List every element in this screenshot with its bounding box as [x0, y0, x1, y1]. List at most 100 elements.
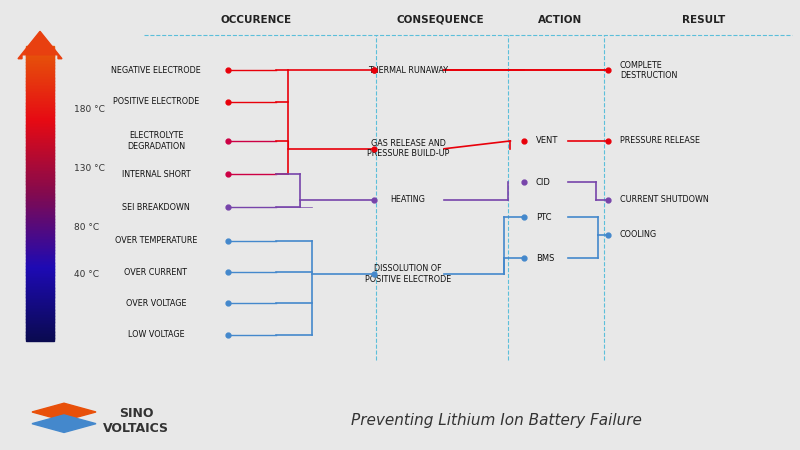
Bar [26, 305, 54, 307]
Bar [26, 117, 54, 119]
Bar [26, 281, 54, 284]
Bar [26, 61, 54, 63]
Bar [26, 158, 54, 160]
Bar [26, 296, 54, 298]
Bar [26, 59, 54, 62]
Bar [26, 316, 54, 319]
Bar [26, 92, 54, 94]
Bar [26, 108, 54, 110]
Bar [26, 178, 54, 180]
Bar [26, 333, 54, 335]
Bar [26, 137, 54, 140]
Bar [26, 246, 54, 248]
Text: OCCURENCE: OCCURENCE [221, 14, 291, 25]
Text: Preventing Lithium Ion Battery Failure: Preventing Lithium Ion Battery Failure [350, 413, 642, 428]
Bar [26, 331, 54, 333]
Bar [26, 196, 54, 198]
Bar [26, 268, 54, 270]
Text: LOW VOLTAGE: LOW VOLTAGE [128, 330, 184, 339]
Bar [26, 109, 54, 112]
Bar [26, 192, 54, 194]
Bar [26, 307, 54, 310]
Bar [26, 118, 54, 121]
Bar [26, 334, 54, 336]
Bar [26, 221, 54, 223]
Bar [26, 319, 54, 321]
Bar [26, 230, 54, 232]
Bar [26, 214, 54, 216]
Bar [26, 121, 54, 123]
Text: RESULT: RESULT [682, 14, 726, 25]
Bar [26, 153, 54, 156]
Text: 80 °C: 80 °C [74, 223, 99, 232]
Bar [26, 184, 54, 186]
Bar [26, 315, 54, 317]
Bar [26, 105, 54, 107]
Bar [26, 321, 54, 323]
Bar [26, 297, 54, 300]
Bar [26, 233, 54, 235]
Bar [26, 90, 54, 93]
Bar [26, 162, 54, 164]
Bar [26, 83, 54, 85]
Bar [26, 159, 54, 162]
Bar [26, 87, 54, 90]
Bar [26, 94, 54, 97]
Bar [26, 265, 54, 267]
Bar [26, 171, 54, 173]
Bar [26, 148, 54, 150]
Text: CONSEQUENCE: CONSEQUENCE [396, 14, 484, 25]
Bar [26, 76, 54, 78]
Bar [26, 277, 54, 279]
Bar [26, 283, 54, 285]
Bar [26, 293, 54, 295]
Bar [26, 212, 54, 214]
Bar [26, 74, 54, 76]
Bar [26, 89, 54, 91]
Text: INTERNAL SHORT: INTERNAL SHORT [122, 170, 190, 179]
Bar [26, 55, 54, 57]
Bar [26, 54, 54, 56]
Text: SEI BREAKDOWN: SEI BREAKDOWN [122, 203, 190, 212]
Bar [26, 111, 54, 113]
Bar [26, 183, 54, 185]
Bar [26, 174, 54, 176]
Polygon shape [32, 403, 96, 421]
Bar [26, 248, 54, 250]
Bar [26, 190, 54, 192]
Text: 40 °C: 40 °C [74, 270, 99, 279]
Bar [26, 238, 54, 241]
Bar [26, 143, 54, 145]
Bar [26, 198, 54, 200]
Text: THERMAL RUNAWAY: THERMAL RUNAWAY [368, 66, 448, 75]
Bar [26, 313, 54, 315]
Bar [26, 275, 54, 278]
Bar [26, 222, 54, 225]
Bar [26, 259, 54, 261]
Bar [26, 63, 54, 65]
FancyArrow shape [18, 32, 62, 59]
Bar [26, 134, 54, 136]
Bar [26, 290, 54, 292]
Bar [26, 335, 54, 338]
Bar [26, 86, 54, 88]
Bar [26, 261, 54, 263]
Bar [26, 224, 54, 226]
Bar [26, 127, 54, 129]
Bar [26, 155, 54, 157]
Bar [26, 112, 54, 114]
Bar [26, 203, 54, 206]
Bar [26, 250, 54, 252]
Bar [26, 264, 54, 266]
Bar [26, 266, 54, 269]
Bar [26, 227, 54, 229]
Bar [26, 136, 54, 138]
Bar [26, 96, 54, 99]
Bar [26, 322, 54, 324]
Bar [26, 176, 54, 178]
Bar [26, 100, 54, 103]
Bar [26, 164, 54, 166]
Bar [26, 50, 54, 53]
Bar [26, 310, 54, 313]
Bar [26, 58, 54, 60]
